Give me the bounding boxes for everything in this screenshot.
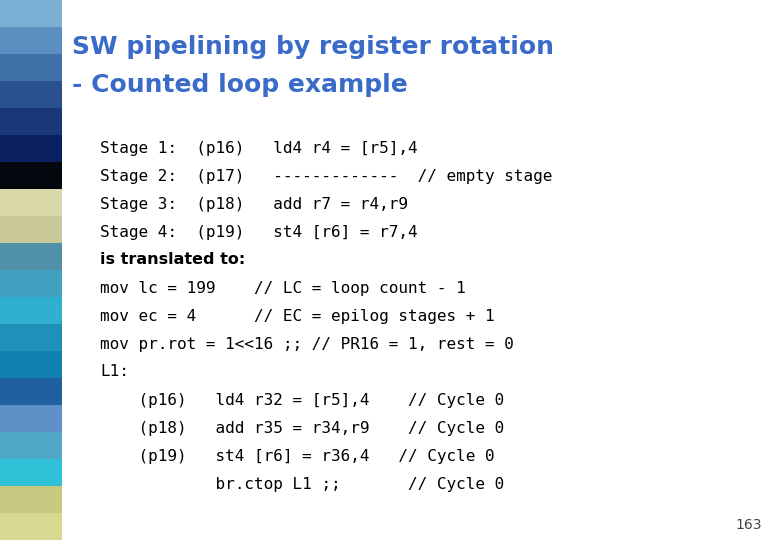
Bar [0,189,62,216]
Text: (p16)   ld4 r32 = [r5],4    // Cycle 0: (p16) ld4 r32 = [r5],4 // Cycle 0 [100,393,504,408]
Bar [0,351,62,378]
Bar [0,54,62,81]
Bar [0,459,62,486]
Text: (p18)   add r35 = r34,r9    // Cycle 0: (p18) add r35 = r34,r9 // Cycle 0 [100,421,504,435]
Text: mov pr.rot = 1<<16 ;; // PR16 = 1, rest = 0: mov pr.rot = 1<<16 ;; // PR16 = 1, rest … [100,336,514,352]
Bar [0,378,62,405]
Bar [0,27,62,54]
Text: - Counted loop example: - Counted loop example [72,73,408,97]
Bar [0,486,62,513]
Text: Stage 1:  (p16)   ld4 r4 = [r5],4: Stage 1: (p16) ld4 r4 = [r5],4 [100,140,417,156]
Text: mov ec = 4      // EC = epilog stages + 1: mov ec = 4 // EC = epilog stages + 1 [100,308,495,323]
Bar [0,108,62,135]
Bar [0,243,62,270]
Bar [0,0,62,27]
Text: Stage 3:  (p18)   add r7 = r4,r9: Stage 3: (p18) add r7 = r4,r9 [100,197,408,212]
Text: mov lc = 199    // LC = loop count - 1: mov lc = 199 // LC = loop count - 1 [100,280,466,295]
Text: Stage 2:  (p17)   -------------  // empty stage: Stage 2: (p17) ------------- // empty st… [100,168,552,184]
Bar [0,324,62,351]
Bar [0,513,62,540]
Text: br.ctop L1 ;;       // Cycle 0: br.ctop L1 ;; // Cycle 0 [100,476,504,491]
Text: (p19)   st4 [r6] = r36,4   // Cycle 0: (p19) st4 [r6] = r36,4 // Cycle 0 [100,449,495,463]
Bar [0,135,62,162]
Text: is translated to:: is translated to: [100,253,245,267]
Bar [0,162,62,189]
Text: SW pipelining by register rotation: SW pipelining by register rotation [72,35,554,59]
Text: 163: 163 [736,518,762,532]
Text: Stage 4:  (p19)   st4 [r6] = r7,4: Stage 4: (p19) st4 [r6] = r7,4 [100,225,417,240]
Text: L1:: L1: [100,364,129,380]
Bar [0,432,62,459]
Bar [0,81,62,108]
Bar [0,405,62,432]
Bar [0,297,62,324]
Bar [0,270,62,297]
Bar [0,216,62,243]
